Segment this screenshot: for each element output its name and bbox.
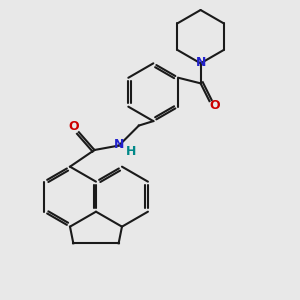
Text: N: N xyxy=(195,56,206,69)
Text: O: O xyxy=(210,99,220,112)
Text: N: N xyxy=(114,138,124,151)
Text: H: H xyxy=(126,145,136,158)
Text: O: O xyxy=(68,120,79,133)
